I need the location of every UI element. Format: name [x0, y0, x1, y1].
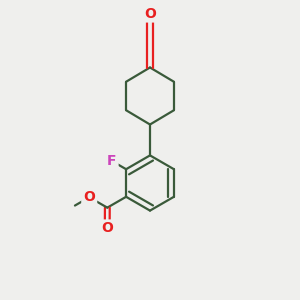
Text: O: O: [83, 190, 95, 204]
Text: F: F: [107, 154, 117, 168]
Text: O: O: [144, 7, 156, 20]
Text: O: O: [101, 221, 113, 236]
